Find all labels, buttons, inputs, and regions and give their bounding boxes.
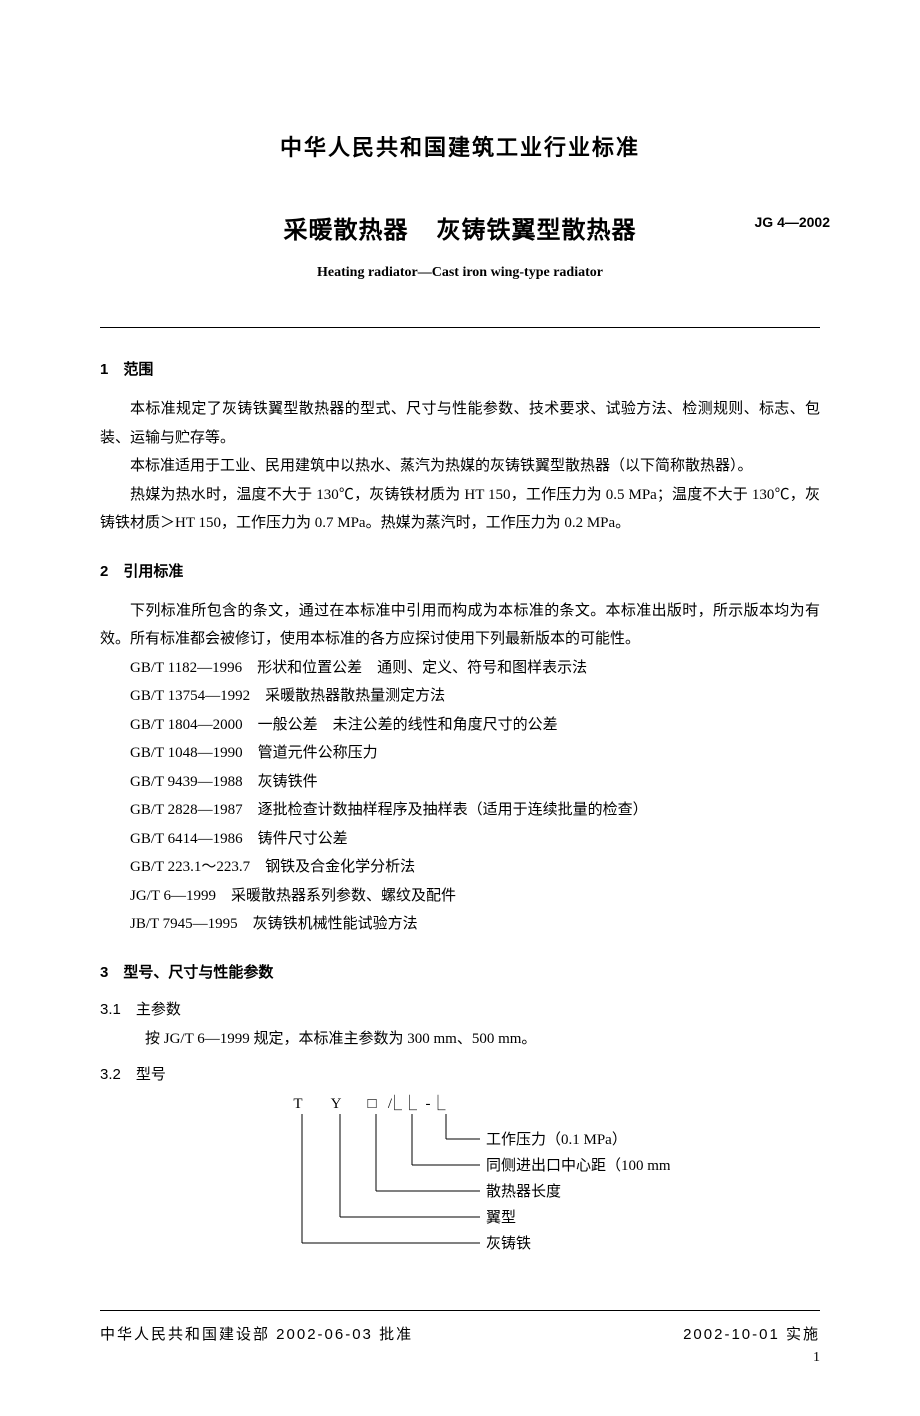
document-header: 中华人民共和国建筑工业行业标准 采暖散热器 灰铸铁翼型散热器 JG 4—2002… [100, 130, 820, 281]
model-code-diagram: TY□/⎿⎿-⎿灰铸铁翼型散热器长度同侧进出口中心距（100 mm）工作压力（0… [100, 1090, 820, 1280]
svg-text:翼型: 翼型 [486, 1209, 516, 1226]
section-3-1-heading: 3.1 主参数 [100, 998, 820, 1019]
svg-text:Y: Y [331, 1096, 342, 1112]
top-title: 中华人民共和国建筑工业行业标准 [100, 130, 820, 162]
page-number: 1 [100, 1350, 820, 1366]
list-item: GB/T 1182—1996 形状和位置公差 通则、定义、符号和图样表示法 [130, 654, 820, 683]
main-title-a: 采暖散热器 [284, 210, 409, 245]
svg-text:T: T [293, 1096, 302, 1112]
main-title-b: 灰铸铁翼型散热器 [437, 210, 637, 245]
list-item: GB/T 1804—2000 一般公差 未注公差的线性和角度尺寸的公差 [130, 711, 820, 740]
list-item: GB/T 2828—1987 逐批检查计数抽样程序及抽样表（适用于连续批量的检查… [130, 796, 820, 825]
footer-right: 2002-10-01 实施 [683, 1323, 820, 1344]
list-item: GB/T 13754—1992 采暖散热器散热量测定方法 [130, 682, 820, 711]
subtitle-en: Heating radiator—Cast iron wing-type rad… [100, 265, 820, 281]
list-item: JG/T 6—1999 采暖散热器系列参数、螺纹及配件 [130, 882, 820, 911]
footer-left: 中华人民共和国建设部 2002-06-03 批准 [100, 1323, 413, 1344]
section-1-heading: 1 范围 [100, 358, 820, 379]
section-1-p2: 本标准适用于工业、民用建筑中以热水、蒸汽为热媒的灰铸铁翼型散热器（以下简称散热器… [100, 452, 820, 481]
list-item: GB/T 9439—1988 灰铸铁件 [130, 768, 820, 797]
svg-text:□: □ [367, 1096, 376, 1112]
diagram-svg: TY□/⎿⎿-⎿灰铸铁翼型散热器长度同侧进出口中心距（100 mm）工作压力（0… [250, 1090, 670, 1280]
header-divider [100, 327, 820, 328]
svg-text:工作压力（0.1 MPa）: 工作压力（0.1 MPa） [486, 1131, 627, 1148]
svg-text:⎿: ⎿ [430, 1094, 445, 1112]
svg-text:⎿⎿: ⎿⎿ [387, 1094, 417, 1112]
section-2-heading: 2 引用标准 [100, 560, 820, 581]
section-1-p3: 热媒为热水时，温度不大于 130℃，灰铸铁材质为 HT 150，工作压力为 0.… [100, 481, 820, 538]
section-1-p1: 本标准规定了灰铸铁翼型散热器的型式、尺寸与性能参数、技术要求、试验方法、检测规则… [100, 395, 820, 452]
standards-list: GB/T 1182—1996 形状和位置公差 通则、定义、符号和图样表示法 GB… [100, 654, 820, 939]
section-3-heading: 3 型号、尺寸与性能参数 [100, 961, 820, 982]
list-item: GB/T 223.1～223.7 钢铁及合金化学分析法 [130, 853, 820, 882]
title-row: 采暖散热器 灰铸铁翼型散热器 JG 4—2002 [100, 210, 820, 245]
svg-text:灰铸铁: 灰铸铁 [486, 1235, 531, 1252]
footer-row: 中华人民共和国建设部 2002-06-03 批准 2002-10-01 实施 [100, 1310, 820, 1344]
svg-text:同侧进出口中心距（100 mm）: 同侧进出口中心距（100 mm） [486, 1157, 670, 1174]
list-item: GB/T 6414—1986 铸件尺寸公差 [130, 825, 820, 854]
standard-code: JG 4—2002 [755, 214, 831, 230]
svg-text:散热器长度: 散热器长度 [486, 1183, 561, 1200]
section-2-intro: 下列标准所包含的条文，通过在本标准中引用而构成为本标准的条文。本标准出版时，所示… [100, 597, 820, 654]
list-item: JB/T 7945—1995 灰铸铁机械性能试验方法 [130, 910, 820, 939]
section-3-1-text: 按 JG/T 6—1999 规定，本标准主参数为 300 mm、500 mm。 [100, 1025, 820, 1054]
list-item: GB/T 1048—1990 管道元件公称压力 [130, 739, 820, 768]
section-3-2-heading: 3.2 型号 [100, 1063, 820, 1084]
